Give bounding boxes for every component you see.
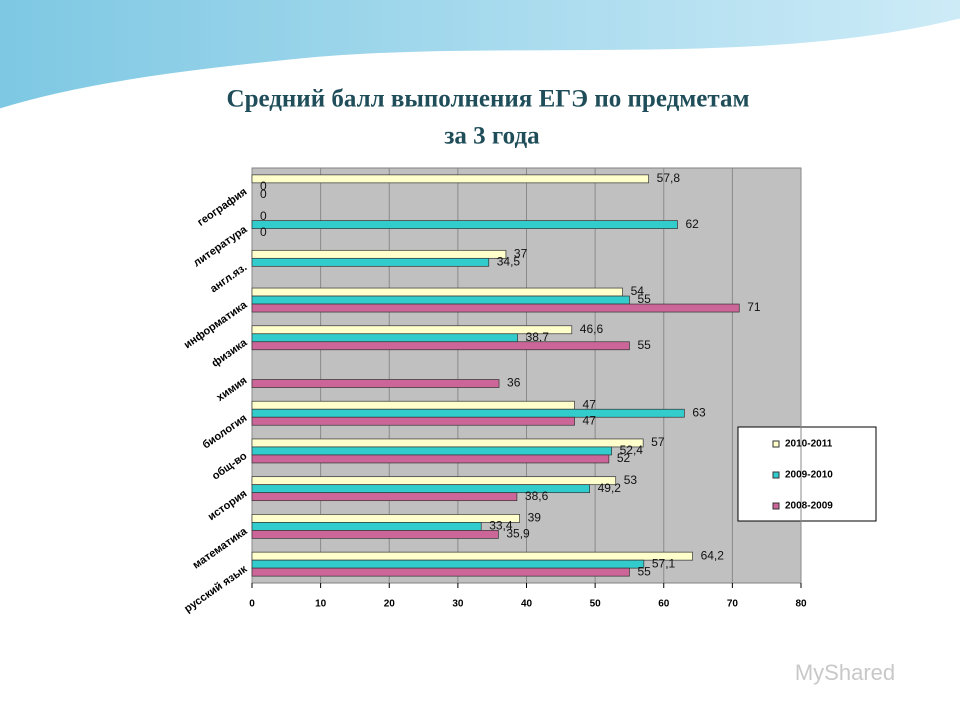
bar bbox=[251, 522, 482, 531]
data-label: 36 bbox=[507, 376, 521, 390]
data-label: 52,4 bbox=[620, 443, 644, 457]
bar bbox=[251, 567, 630, 577]
data-label: 57,8 bbox=[657, 171, 681, 185]
data-label: 0 bbox=[260, 179, 267, 193]
legend-label: 2009-2010 bbox=[785, 470, 833, 481]
y-tick-label: физика bbox=[210, 336, 251, 369]
bar bbox=[251, 325, 573, 335]
x-tick-label: 20 bbox=[384, 599, 396, 610]
bar bbox=[251, 514, 520, 523]
bar bbox=[251, 249, 507, 259]
data-label: 47 bbox=[583, 413, 597, 427]
y-tick-label: русский язык bbox=[182, 563, 250, 615]
bar bbox=[251, 438, 644, 448]
x-tick-label: 40 bbox=[521, 599, 533, 610]
data-label: 46,6 bbox=[580, 322, 604, 336]
data-label: 0 bbox=[260, 225, 267, 239]
legend-swatch bbox=[772, 471, 780, 479]
bar bbox=[251, 379, 500, 388]
data-label: 38,6 bbox=[525, 489, 549, 503]
data-label: 55 bbox=[637, 338, 651, 352]
data-label: 0 bbox=[260, 209, 267, 223]
bar bbox=[251, 559, 645, 569]
chart-title: за 3 года bbox=[444, 123, 540, 150]
bar bbox=[251, 400, 575, 410]
data-label: 53 bbox=[624, 473, 638, 487]
legend-box bbox=[737, 426, 877, 522]
data-label: 39 bbox=[528, 511, 542, 525]
data-label: 55 bbox=[637, 564, 651, 578]
bar bbox=[251, 530, 499, 539]
legend-label: 2008-2009 bbox=[785, 501, 833, 512]
y-tick-label: англ.яз. bbox=[208, 261, 249, 295]
y-tick-label: история bbox=[206, 488, 250, 523]
x-tick-label: 50 bbox=[590, 599, 602, 610]
data-label: 47 bbox=[583, 397, 597, 411]
y-tick-label: общ-во bbox=[210, 450, 250, 483]
data-label: 55 bbox=[637, 292, 651, 306]
bar bbox=[251, 454, 610, 464]
bar bbox=[251, 257, 490, 267]
x-tick-label: 10 bbox=[315, 599, 327, 610]
bar bbox=[251, 333, 518, 343]
bar bbox=[251, 341, 630, 351]
legend-swatch bbox=[772, 440, 780, 448]
bar bbox=[251, 416, 575, 426]
data-label: 35,9 bbox=[506, 527, 530, 541]
data-label: 0 bbox=[260, 187, 267, 201]
data-label: 52 bbox=[617, 451, 631, 465]
watermark: MyShared bbox=[795, 660, 895, 685]
data-label: 57 bbox=[651, 435, 665, 449]
header-wave bbox=[0, 0, 960, 110]
bar bbox=[251, 220, 678, 229]
y-tick-label: биология bbox=[200, 412, 249, 451]
bar bbox=[251, 492, 518, 502]
bar bbox=[251, 303, 740, 313]
bar bbox=[251, 174, 650, 184]
legend-label: 2010-2011 bbox=[785, 439, 833, 450]
bar bbox=[251, 295, 630, 305]
data-label: 49,2 bbox=[598, 481, 622, 495]
x-tick-label: 60 bbox=[658, 599, 670, 610]
bar bbox=[251, 551, 693, 561]
data-label: 38,7 bbox=[526, 330, 550, 344]
bar bbox=[251, 287, 623, 297]
data-label: 64,2 bbox=[701, 548, 725, 562]
x-tick-label: 70 bbox=[727, 599, 739, 610]
x-tick-label: 80 bbox=[795, 599, 807, 610]
chart-title: Средний балл выполнения ЕГЭ по предметам bbox=[227, 86, 750, 113]
data-label: 57,1 bbox=[652, 556, 676, 570]
data-label: 33,4 bbox=[489, 519, 513, 533]
data-label: 71 bbox=[747, 300, 761, 314]
x-tick-label: 30 bbox=[452, 599, 464, 610]
x-tick-label: 0 bbox=[249, 599, 255, 610]
bar bbox=[251, 476, 617, 486]
data-label: 34,5 bbox=[497, 254, 521, 268]
y-tick-label: химия bbox=[214, 375, 249, 404]
bar bbox=[251, 408, 685, 418]
data-label: 54 bbox=[631, 284, 645, 298]
data-label: 63 bbox=[692, 405, 706, 419]
data-label: 37 bbox=[514, 246, 528, 260]
bar bbox=[251, 446, 612, 456]
data-label: 62 bbox=[685, 217, 699, 231]
wave-line bbox=[0, 18, 960, 112]
y-tick-label: география bbox=[195, 186, 249, 229]
legend-swatch bbox=[772, 502, 780, 510]
